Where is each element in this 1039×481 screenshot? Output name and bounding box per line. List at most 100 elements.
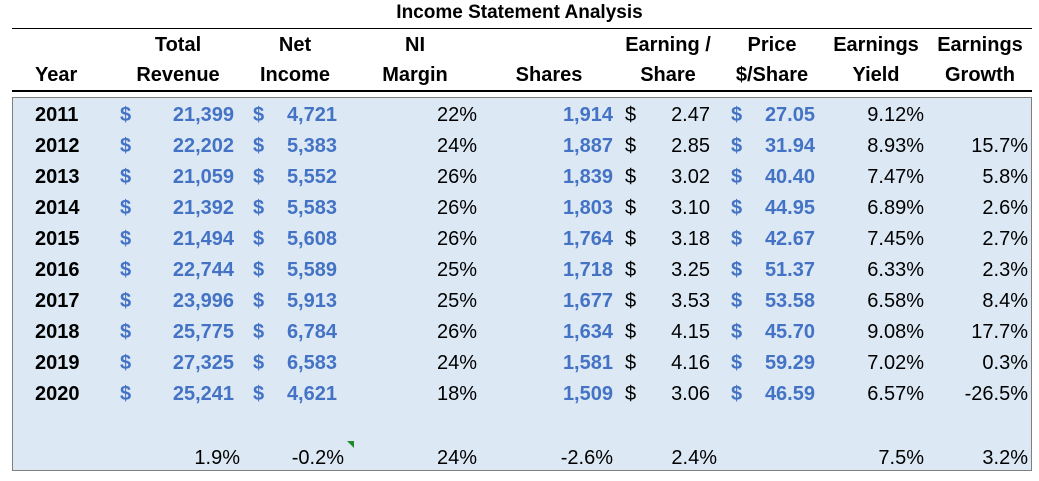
revenue-dollar-sign[interactable]: $ (120, 383, 132, 405)
cell-revenue[interactable]: 25,241 (172, 383, 234, 405)
revenue-dollar-sign[interactable]: $ (120, 321, 132, 343)
cell-price[interactable]: 42.67 (764, 228, 815, 250)
revenue-dollar-sign[interactable]: $ (120, 228, 132, 250)
cell-growth[interactable]: 8.4% (982, 290, 1028, 312)
price-dollar-sign[interactable]: $ (731, 228, 743, 250)
cell-growth[interactable]: 5.8% (982, 166, 1028, 188)
cell-price[interactable]: 59.29 (764, 352, 815, 374)
cell-price[interactable]: 51.37 (764, 259, 815, 281)
cell-revenue[interactable]: 22,744 (172, 259, 234, 281)
cell-price[interactable]: 27.05 (764, 104, 815, 126)
cell-yield[interactable]: 9.12% (867, 104, 924, 126)
revenue-dollar-sign[interactable]: $ (120, 290, 132, 312)
header-net-income[interactable]: Net Income (250, 30, 340, 90)
cell-yield[interactable]: 6.58% (867, 290, 924, 312)
price-dollar-sign[interactable]: $ (731, 259, 743, 281)
cell-eps[interactable]: 3.02 (671, 166, 710, 188)
cell-shares[interactable]: 1,581 (562, 352, 613, 374)
net-income-dollar-sign[interactable]: $ (253, 321, 265, 343)
cell-ni-margin[interactable]: 25% (436, 259, 477, 281)
header-year[interactable]: Year (35, 30, 77, 90)
header-eps[interactable]: Earning / Share (618, 30, 718, 90)
cell-eps[interactable]: 3.18 (671, 228, 710, 250)
price-dollar-sign[interactable]: $ (731, 321, 743, 343)
eps-dollar-sign[interactable]: $ (625, 228, 637, 250)
cell-growth[interactable]: 2.7% (982, 228, 1028, 250)
eps-dollar-sign[interactable]: $ (625, 352, 637, 374)
cell-year[interactable]: 2011 (35, 104, 79, 126)
net-income-dollar-sign[interactable]: $ (253, 259, 265, 281)
cell-price[interactable]: 45.70 (764, 321, 815, 343)
price-dollar-sign[interactable]: $ (731, 352, 743, 374)
net-income-dollar-sign[interactable]: $ (253, 383, 265, 405)
cell-growth[interactable]: 2.6% (982, 197, 1028, 219)
cell-net-income[interactable]: 5,552 (286, 166, 337, 188)
cell-revenue[interactable]: 21,399 (172, 104, 234, 126)
eps-dollar-sign[interactable]: $ (625, 166, 637, 188)
cell-yield[interactable]: 8.93% (867, 135, 924, 157)
cell-net-income[interactable]: 5,589 (286, 259, 337, 281)
cell-growth[interactable]: -26.5% (964, 383, 1028, 405)
revenue-dollar-sign[interactable]: $ (120, 352, 132, 374)
summary-growth[interactable]: 3.2% (982, 447, 1028, 469)
cell-shares[interactable]: 1,914 (562, 104, 613, 126)
cell-ni-margin[interactable]: 26% (436, 228, 477, 250)
net-income-dollar-sign[interactable]: $ (253, 352, 265, 374)
summary-yield[interactable]: 7.5% (878, 447, 924, 469)
cell-revenue[interactable]: 23,996 (172, 290, 234, 312)
eps-dollar-sign[interactable]: $ (625, 104, 637, 126)
cell-ni-margin[interactable]: 18% (436, 383, 477, 405)
header-shares[interactable]: Shares (508, 30, 590, 90)
cell-revenue[interactable]: 21,392 (172, 197, 234, 219)
cell-eps[interactable]: 4.16 (671, 352, 710, 374)
net-income-dollar-sign[interactable]: $ (253, 135, 265, 157)
cell-shares[interactable]: 1,887 (562, 135, 613, 157)
cell-net-income[interactable]: 5,608 (286, 228, 337, 250)
cell-ni-margin[interactable]: 26% (436, 166, 477, 188)
cell-year[interactable]: 2020 (35, 383, 80, 405)
eps-dollar-sign[interactable]: $ (625, 290, 637, 312)
cell-shares[interactable]: 1,677 (562, 290, 613, 312)
cell-ni-margin[interactable]: 25% (436, 290, 477, 312)
net-income-dollar-sign[interactable]: $ (253, 197, 265, 219)
cell-growth[interactable]: 17.7% (971, 321, 1028, 343)
comment-indicator-icon[interactable] (347, 441, 354, 448)
summary-shares[interactable]: -2.6% (560, 447, 613, 469)
net-income-dollar-sign[interactable]: $ (253, 104, 265, 126)
cell-price[interactable]: 53.58 (764, 290, 815, 312)
summary-ni-margin[interactable]: 24% (436, 447, 477, 469)
revenue-dollar-sign[interactable]: $ (120, 166, 132, 188)
cell-revenue[interactable]: 25,775 (172, 321, 234, 343)
cell-eps[interactable]: 2.47 (671, 104, 710, 126)
cell-year[interactable]: 2015 (35, 228, 80, 250)
cell-yield[interactable]: 6.89% (867, 197, 924, 219)
cell-yield[interactable]: 7.45% (867, 228, 924, 250)
eps-dollar-sign[interactable]: $ (625, 259, 637, 281)
cell-price[interactable]: 46.59 (764, 383, 815, 405)
price-dollar-sign[interactable]: $ (731, 135, 743, 157)
cell-year[interactable]: 2016 (35, 259, 80, 281)
cell-net-income[interactable]: 4,621 (286, 383, 337, 405)
cell-growth[interactable]: 2.3% (982, 259, 1028, 281)
cell-year[interactable]: 2014 (35, 197, 80, 219)
summary-eps[interactable]: 2.4% (671, 447, 717, 469)
header-ni-margin[interactable]: NI Margin (370, 30, 460, 90)
cell-ni-margin[interactable]: 24% (436, 135, 477, 157)
cell-net-income[interactable]: 5,383 (286, 135, 337, 157)
cell-eps[interactable]: 3.10 (671, 197, 710, 219)
header-yield[interactable]: Earnings Yield (828, 30, 924, 90)
cell-growth[interactable]: 15.7% (971, 135, 1028, 157)
eps-dollar-sign[interactable]: $ (625, 383, 637, 405)
cell-net-income[interactable]: 5,913 (286, 290, 337, 312)
header-growth[interactable]: Earnings Growth (932, 30, 1028, 90)
cell-shares[interactable]: 1,764 (562, 228, 613, 250)
cell-ni-margin[interactable]: 26% (436, 321, 477, 343)
cell-shares[interactable]: 1,634 (562, 321, 613, 343)
cell-eps[interactable]: 3.53 (671, 290, 710, 312)
eps-dollar-sign[interactable]: $ (625, 135, 637, 157)
price-dollar-sign[interactable]: $ (731, 383, 743, 405)
net-income-dollar-sign[interactable]: $ (253, 228, 265, 250)
net-income-dollar-sign[interactable]: $ (253, 166, 265, 188)
cell-price[interactable]: 40.40 (764, 166, 815, 188)
cell-ni-margin[interactable]: 26% (436, 197, 477, 219)
